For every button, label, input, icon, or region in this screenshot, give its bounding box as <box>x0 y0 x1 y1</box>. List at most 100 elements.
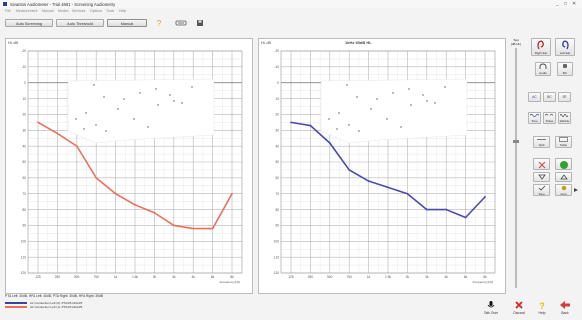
headphones-settings-icon[interactable] <box>175 19 187 27</box>
warble-mode-button[interactable]: Warble <box>558 112 571 124</box>
right-chart-data-point <box>484 195 486 198</box>
ac-button[interactable]: AC <box>528 92 541 102</box>
left-chart-data-point <box>95 176 98 179</box>
right-chart-y-tick-label: 0 <box>277 81 279 85</box>
auto-threshold-button[interactable]: Auto Threshold <box>56 19 104 27</box>
left-chart-y-tick-label: 80 <box>22 208 26 212</box>
right-chart-phoneme-mark <box>426 100 428 102</box>
discard-label: Discard <box>513 311 525 315</box>
left-chart-x-tick-label: 2k <box>153 275 157 279</box>
decrease-button[interactable] <box>533 172 550 182</box>
level-scale-handle[interactable] <box>513 140 519 143</box>
increase-button[interactable] <box>555 172 572 182</box>
menu-measurement[interactable]: Measurement <box>16 9 38 13</box>
no-response-icon <box>538 161 545 169</box>
minimize-button[interactable]: _ <box>556 1 559 7</box>
right-chart-plot-border <box>280 50 496 274</box>
talk-over-label: Talk Over <box>483 311 499 315</box>
right-audiogram-panel[interactable]: -20 -10 0 10 20 30 40 50 60 70 80 90 100 110 120 125 250… <box>258 38 506 294</box>
menu-help[interactable]: Help <box>119 9 127 13</box>
help-icon: ? <box>539 301 545 311</box>
left-chart-phoneme-mark <box>93 84 95 86</box>
right-chart-y-tick-label: -20 <box>274 49 279 53</box>
left-chart-phoneme-mark <box>181 102 183 104</box>
pulse-mode-button[interactable]: Pulse <box>543 112 556 124</box>
left-chart-y-tick-label: 90 <box>22 224 26 228</box>
right-chart-phoneme-mark <box>410 104 412 106</box>
right-chart-x-tick-label: 1k <box>367 275 371 279</box>
left-chart-x-tick-label: 500 <box>74 275 80 279</box>
right-chart-phoneme-mark <box>434 102 436 104</box>
play-arrow-icon[interactable] <box>573 187 579 193</box>
tone-mode-button[interactable]: Tone <box>528 112 541 124</box>
auto-button[interactable]: Auto <box>555 184 572 196</box>
manual-button[interactable]: Manual <box>107 19 147 27</box>
discard-button[interactable]: Discard <box>509 300 529 318</box>
level-scale-label: Test [dB HL] <box>511 38 522 46</box>
left-chart-y-tick-label: 50 <box>22 160 26 164</box>
arrow-down-icon <box>537 174 546 180</box>
right-chart-y-tick-label: 80 <box>275 208 279 212</box>
level-scale[interactable]: Test [dB HL] <box>511 38 521 294</box>
maximize-button[interactable]: □ <box>564 1 568 7</box>
no-response-button[interactable] <box>533 158 550 170</box>
split-view-button[interactable]: Split <box>533 136 550 148</box>
bc2-button[interactable]: BC <box>543 92 556 102</box>
left-chart-phoneme-mark <box>123 98 125 100</box>
legend-row-1: Air Conduction Left (1): PTA4/5 HFA4/5 <box>5 305 305 309</box>
discard-x-icon <box>515 301 523 309</box>
menu-options[interactable]: Options <box>90 9 103 13</box>
sf-button[interactable]: SF <box>558 92 571 102</box>
left-ear-label: Left Ear <box>559 51 571 55</box>
audio-button[interactable]: Audio <box>535 62 551 76</box>
table-view-button[interactable]: Table <box>555 136 572 148</box>
bc-button[interactable]: BC <box>557 62 573 76</box>
left-chart-phoneme-mark <box>139 92 141 94</box>
right-chart-x-tick-label: 1.5k <box>385 275 391 279</box>
right-chart-x-axis-label: Frequency [Hz] <box>473 280 494 284</box>
menu-modes[interactable]: Modes <box>58 9 69 13</box>
right-audiogram-chart[interactable]: -20 -10 0 10 20 30 40 50 60 70 80 90 100 110 120 125 250… <box>259 39 507 295</box>
right-chart-phoneme-mark <box>422 94 424 96</box>
menu-file[interactable]: File <box>5 9 11 13</box>
right-chart-x-tick-label: 125 <box>288 275 294 279</box>
menu-services[interactable]: Services <box>72 9 86 13</box>
right-chart-y-tick-label: 20 <box>275 113 279 117</box>
bone-conductor-icon <box>563 64 567 68</box>
left-chart-x-tick-label: 750 <box>94 275 100 279</box>
menu-manual[interactable]: Manual <box>42 9 54 13</box>
left-chart-data-point <box>172 224 175 227</box>
left-chart-y-tick-label: 20 <box>22 113 26 117</box>
left-chart-x-tick-label: 1k <box>114 275 118 279</box>
right-chart-data-point <box>387 186 389 189</box>
tone-button[interactable]: Tone <box>533 184 550 196</box>
auto-screening-button[interactable]: Auto Screening <box>5 19 53 27</box>
close-button[interactable]: ✕ <box>572 1 577 7</box>
left-chart-phoneme-mark <box>105 130 107 132</box>
left-chart-x-tick-label: 125 <box>35 275 41 279</box>
warble-wave-icon <box>559 113 569 118</box>
back-button[interactable]: Back <box>555 300 575 318</box>
pulse-mode-label: Pulse <box>545 119 554 123</box>
talk-over-button[interactable]: Talk Over <box>481 300 501 318</box>
level-scale-track[interactable] <box>515 48 517 288</box>
green-circle-icon <box>559 161 568 169</box>
menu-tools[interactable]: Tools <box>106 9 115 13</box>
bc-label: BC <box>562 71 568 75</box>
right-chart-data-point <box>290 121 292 124</box>
left-audiogram-panel[interactable]: -20 -10 0 10 20 30 40 50 60 70 80 90 100 110 120 125 250… <box>5 38 253 294</box>
legend-swatch-0 <box>5 302 27 304</box>
response-indicator-button[interactable] <box>555 158 572 170</box>
pta-status: PTA Left: 30dB, HFA Left: 45dB, PTA Righ… <box>5 294 104 298</box>
left-chart-x-tick-label: 1.5k <box>132 275 138 279</box>
level-readout: 1kHz 65dB HL <box>345 40 372 45</box>
right-chart-data-point <box>309 124 312 127</box>
question-icon[interactable]: ? <box>155 19 163 27</box>
left-ear-button[interactable]: Left Ear <box>555 38 575 56</box>
right-ear-button[interactable]: Right Ear <box>531 38 551 56</box>
right-chart-y-tick-label: 10 <box>275 97 279 101</box>
save-icon[interactable] <box>196 19 204 27</box>
left-audiogram-chart[interactable]: -20 -10 0 10 20 30 40 50 60 70 80 90 100 110 120 125 250… <box>6 39 254 295</box>
help-button[interactable]: ? Help <box>532 300 552 318</box>
left-chart-x-tick-label: 8k <box>230 275 234 279</box>
